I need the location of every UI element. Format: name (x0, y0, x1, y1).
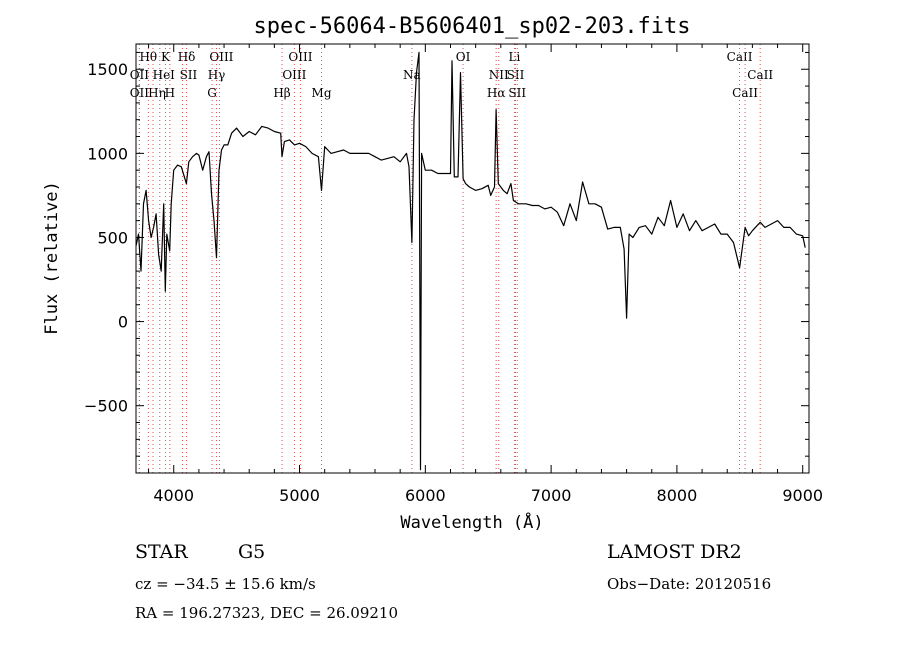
marker-label: SII (180, 68, 198, 82)
marker-label: OIII (282, 68, 306, 82)
marker-label: Na (403, 68, 421, 82)
marker-label: OII (130, 68, 150, 82)
marker-label: Hβ (273, 86, 290, 100)
marker-label: H (165, 86, 175, 100)
marker-label: OII (130, 86, 150, 100)
x-tick-label: 7000 (531, 486, 572, 505)
marker-label: Hθ (139, 50, 157, 64)
x-tick-label: 5000 (279, 486, 320, 505)
x-tick-label: 6000 (405, 486, 446, 505)
marker-label: G (207, 86, 217, 100)
y-tick-label: 500 (97, 228, 128, 247)
marker-label: HeI (153, 68, 176, 82)
marker-label: Li (508, 50, 520, 64)
x-tick-label: 4000 (153, 486, 194, 505)
plot-frame (135, 43, 810, 474)
y-tick-label: 0 (118, 313, 128, 332)
marker-label: OIII (288, 50, 312, 64)
redshift-cz: cz = −34.5 ± 15.6 km/s (135, 575, 316, 593)
x-tick-label: 9000 (782, 486, 823, 505)
spectrum-series (135, 51, 806, 471)
marker-label: K (161, 50, 171, 64)
coordinates: RA = 196.27323, DEC = 26.09210 (135, 604, 399, 622)
x-axis-label: Wavelength (Å) (400, 511, 543, 533)
marker-label: SII (508, 86, 526, 100)
x-tick-label: 8000 (657, 486, 698, 505)
object-subclass: G5 (238, 541, 266, 563)
marker-label: OIII (209, 50, 233, 64)
marker-label: Hη (148, 86, 166, 100)
marker-label: NII (489, 68, 509, 82)
object-class: STAR (135, 541, 188, 563)
observation-date: Obs−Date: 20120516 (607, 575, 772, 593)
y-axis-label: Flux (relative) (42, 181, 62, 335)
marker-label: Hγ (208, 68, 226, 82)
chart-title: spec-56064-B5606401_sp02-203.fits (253, 14, 690, 39)
marker-label: Hδ (178, 50, 196, 64)
marker-label: OI (456, 50, 471, 64)
marker-label: SII (507, 68, 525, 82)
y-tick-label: −500 (84, 397, 128, 416)
marker-label: Mg (312, 86, 332, 100)
marker-label: Hα (487, 86, 506, 100)
axis-ticks: 4000 5000 6000 7000 8000 9000 −500 0 500 1000 1500 (84, 44, 823, 505)
marker-label: CaII (727, 50, 753, 64)
survey-name: LAMOST DR2 (607, 541, 742, 563)
spectrum-line (135, 51, 806, 471)
y-tick-label: 1500 (87, 60, 128, 79)
y-tick-label: 1000 (87, 144, 128, 163)
marker-label: CaII (732, 86, 758, 100)
marker-label: CaII (747, 68, 773, 82)
